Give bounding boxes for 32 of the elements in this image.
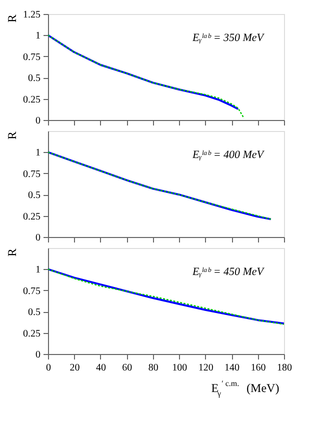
y-tick-label: 0 [36,232,40,244]
y-tick-label: 0.25 [23,211,40,222]
annotation: Eᵧˡᵃᵇ = 400 MeV [191,149,265,161]
x-tick-label: 100 [172,362,188,374]
y-tick-label: 0.25 [23,94,40,106]
y-axis-title: R [5,248,19,257]
y-tick-label: 0.75 [23,286,40,297]
y-axis-title: R [5,14,19,23]
x-tick-label: 0 [46,362,51,374]
x-tick-label: 20 [70,362,80,374]
y-tick-label: 0.75 [23,168,40,180]
x-tick-label: 120 [198,362,214,374]
x-tick-label: 140 [224,362,240,374]
y-axis-title: R [5,132,19,140]
y-tick-label: 0.5 [28,190,40,202]
annotation: Eᵧˡᵃᵇ = 350 MeV [191,32,265,44]
annotation: Eᵧˡᵃᵇ = 450 MeV [191,266,265,278]
y-tick-label: 1 [36,30,40,42]
y-tick-label: 0.5 [28,73,40,84]
x-tick-label: 160 [250,362,266,374]
y-tick-label: 1 [36,264,40,276]
y-tick-label: 0 [36,116,40,126]
y-tick-label: 1 [36,148,40,159]
y-tick-label: 0 [36,350,40,360]
x-tick-label: 60 [122,362,132,374]
y-tick-label: 0.75 [23,52,40,63]
y-tick-label: 0.5 [28,307,40,318]
x-tick-label: 40 [96,362,106,374]
y-tick-label: 1.25 [23,10,40,20]
y-tick-label: 0.25 [23,328,40,340]
x-tick-label: 80 [148,362,158,374]
x-tick-label: 180 [277,362,292,374]
